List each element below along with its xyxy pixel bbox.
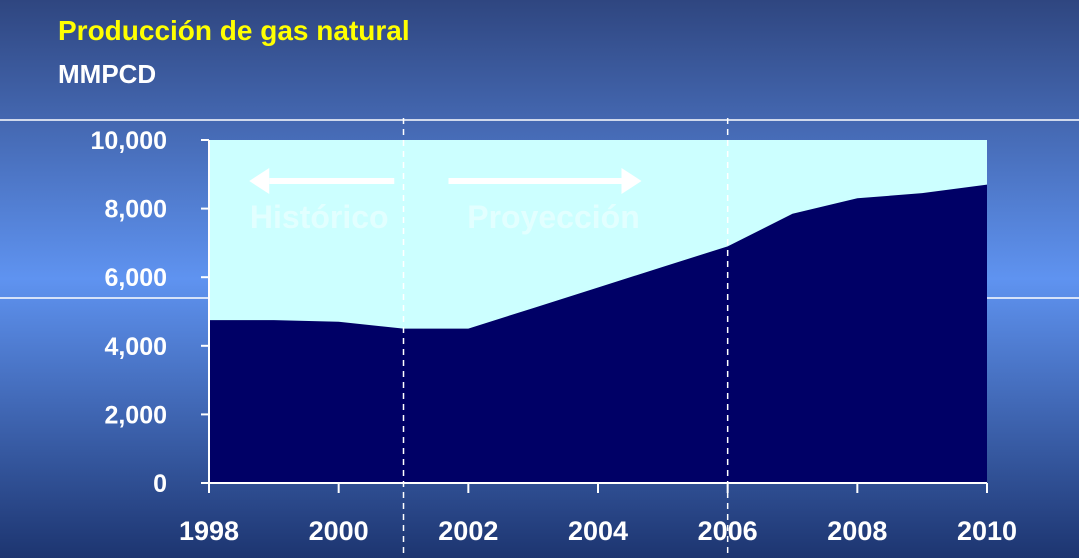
- y-tick-label: 0: [153, 470, 167, 498]
- arrow-head: [621, 168, 642, 194]
- x-tick-label: 2008: [827, 516, 887, 546]
- x-tick-label: 1998: [179, 516, 239, 546]
- chart-subtitle: MMPCD: [58, 59, 156, 89]
- x-tick-label: 2002: [438, 516, 498, 546]
- x-tick-label: 2004: [568, 516, 628, 546]
- y-tick-label: 10,000: [91, 127, 167, 155]
- x-tick-label: 2010: [957, 516, 1017, 546]
- y-tick-label: 6,000: [104, 264, 167, 292]
- plot: 0 2,000 4,000 6,000 8,000 10,000 1998 2000 2002 2…: [91, 118, 1017, 558]
- y-tick-label: 4,000: [104, 333, 167, 361]
- y-tick-label: 8,000: [104, 196, 167, 224]
- annotation-label: Histórico: [250, 199, 389, 235]
- chart-title: Producción de gas natural: [58, 15, 410, 46]
- annotation-label: Proyección: [467, 199, 640, 235]
- arrow-head: [249, 168, 270, 194]
- y-tick-label: 2,000: [104, 401, 167, 429]
- x-tick-label: 2000: [309, 516, 369, 546]
